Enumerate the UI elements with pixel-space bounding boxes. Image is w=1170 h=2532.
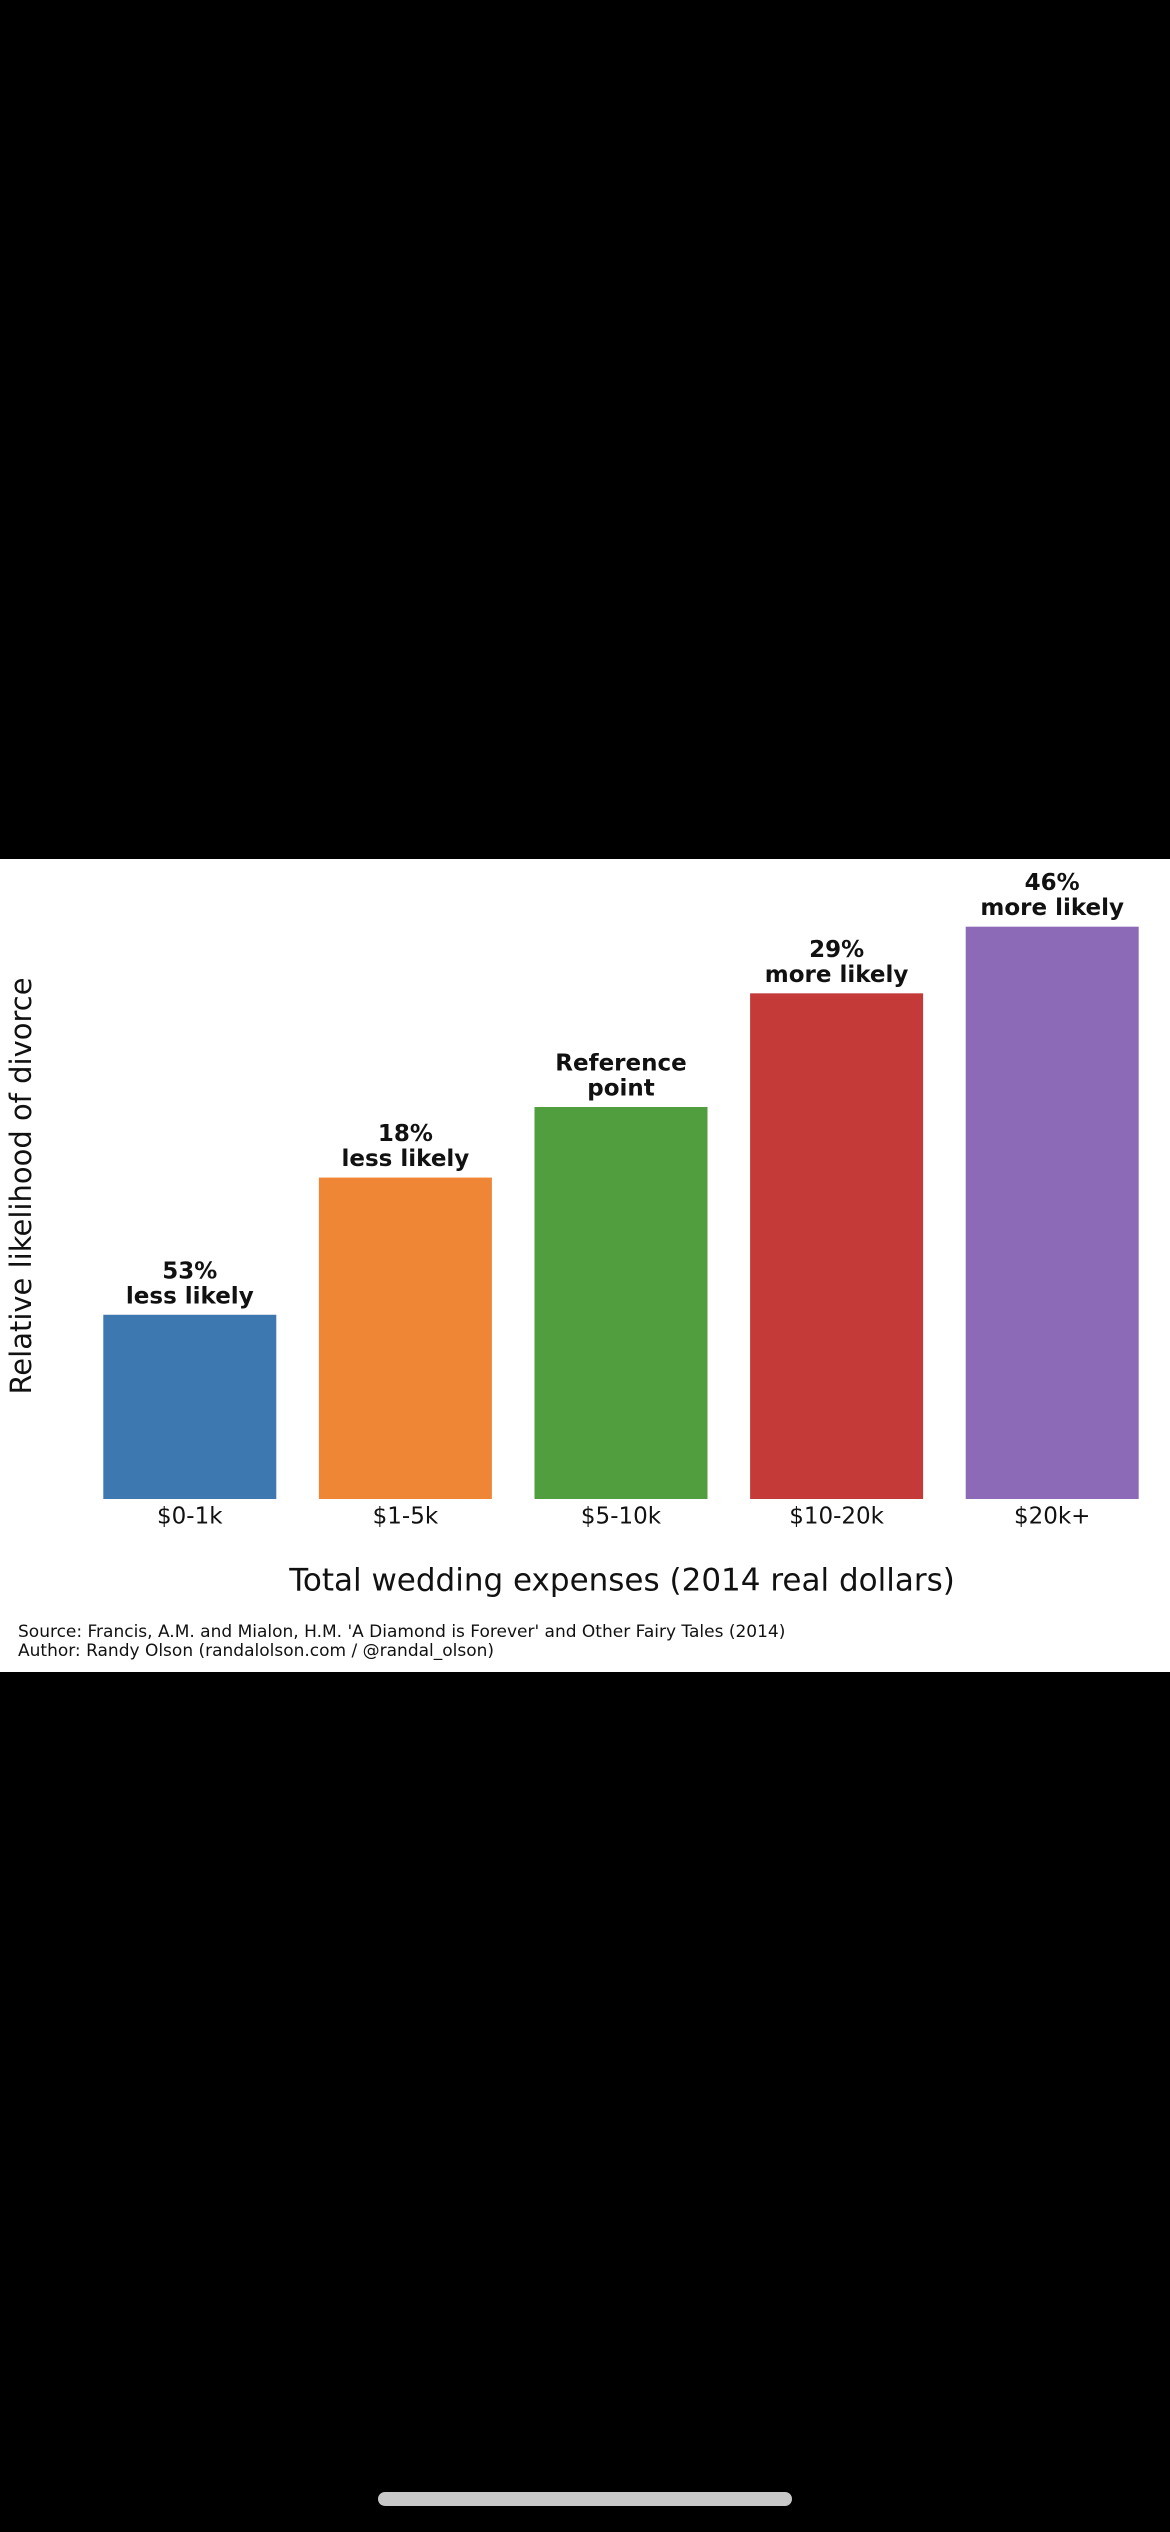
x-tick-label: $10-20k: [789, 1504, 884, 1530]
value-label: more likely: [980, 895, 1124, 921]
bar: [318, 1177, 492, 1499]
x-tick-label: $0-1k: [157, 1504, 223, 1530]
value-label: 46%: [1025, 870, 1080, 896]
value-label: less likely: [126, 1283, 254, 1309]
x-axis-label: Total wedding expenses (2014 real dollar…: [288, 1563, 955, 1599]
value-label: less likely: [342, 1146, 470, 1172]
home-indicator: [378, 2492, 792, 2506]
value-label: 53%: [162, 1258, 217, 1284]
author-note: Author: Randy Olson (randalolson.com / @…: [18, 1641, 494, 1661]
x-tick-label: $5-10k: [581, 1504, 662, 1530]
x-tick-label: $1-5k: [373, 1504, 439, 1530]
x-tick-label: $20k+: [1014, 1504, 1091, 1530]
bar: [103, 1314, 277, 1499]
value-label: Reference: [555, 1051, 686, 1077]
value-label: 29%: [809, 937, 864, 963]
bar: [750, 993, 924, 1499]
value-label: 18%: [378, 1121, 433, 1147]
value-label: more likely: [765, 962, 909, 988]
y-axis-label: Relative likelihood of divorce: [4, 977, 38, 1394]
bar: [534, 1107, 708, 1499]
bar: [965, 926, 1139, 1499]
value-label: point: [587, 1076, 655, 1102]
source-note: Source: Francis, A.M. and Mialon, H.M. '…: [18, 1622, 785, 1642]
